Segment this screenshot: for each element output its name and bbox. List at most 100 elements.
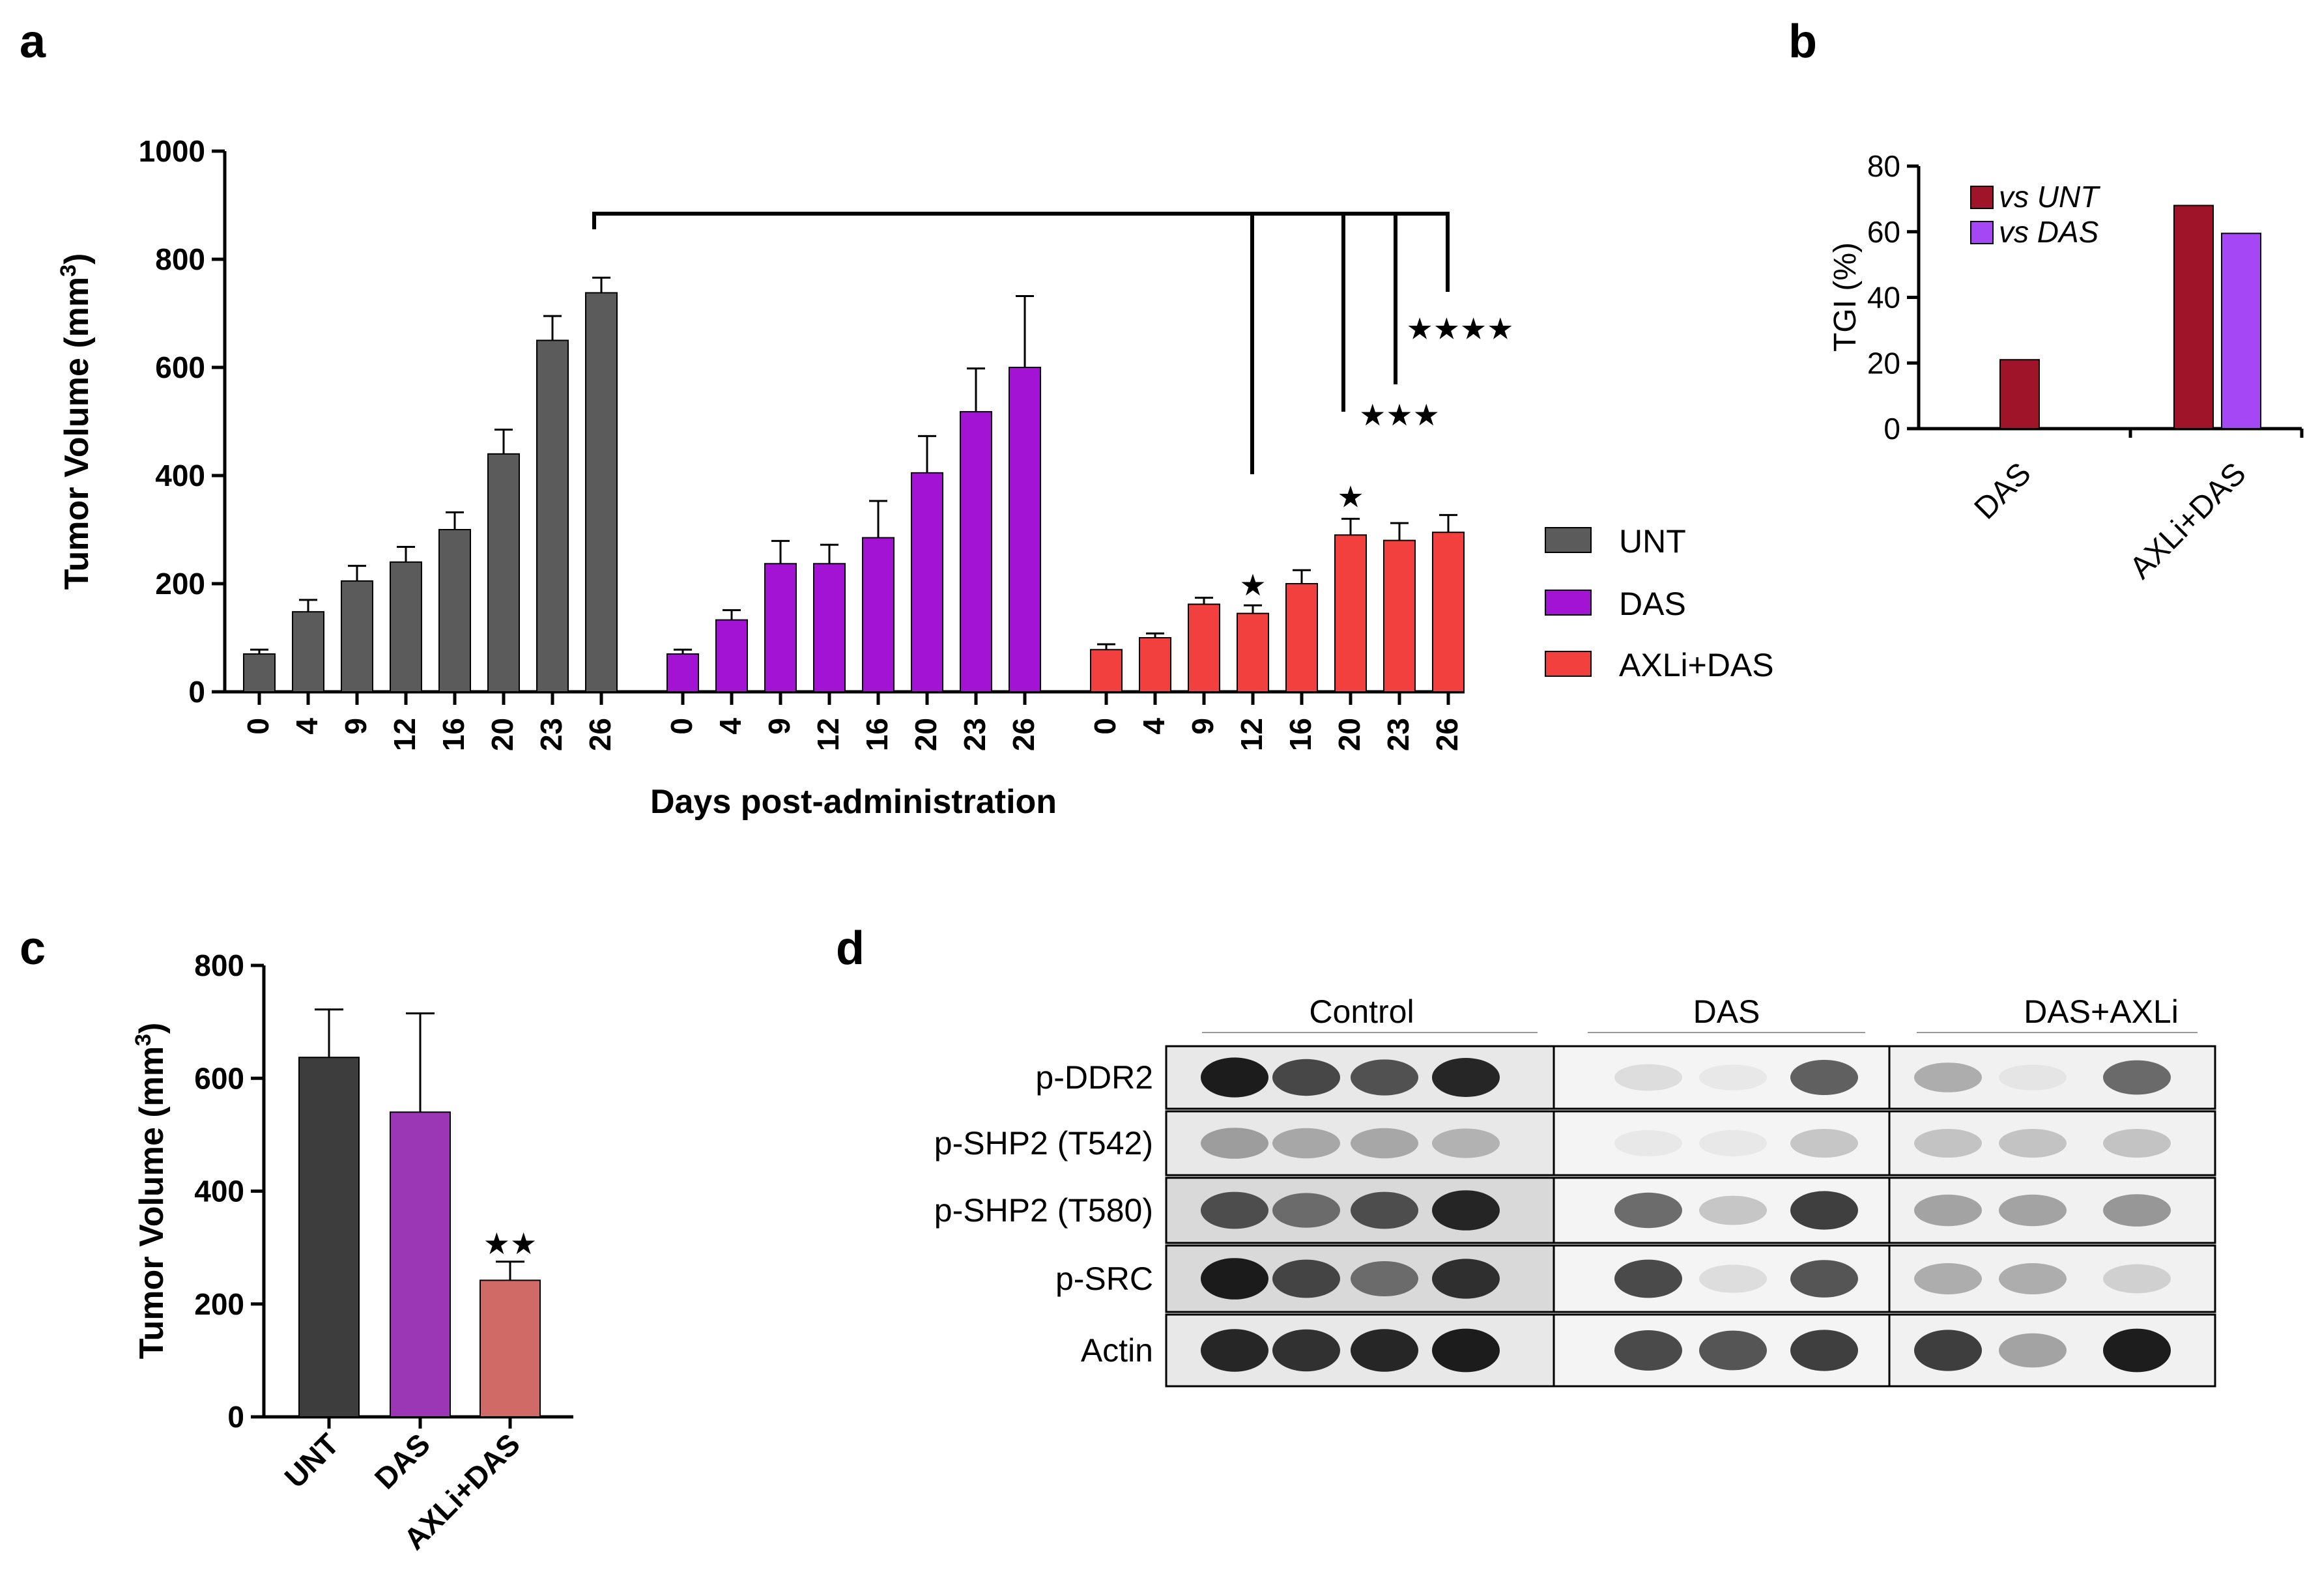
- blot-band-p-src-lane7: [1790, 1260, 1858, 1298]
- blot-band-p-shp2-t580-lane7: [1790, 1191, 1858, 1230]
- panel-a-y-title-text: Tumor Volume (mm: [58, 277, 96, 590]
- errorbar-das-day9: [771, 539, 790, 564]
- panel-b-y-tick-label-0: 0: [1883, 412, 1900, 446]
- blot-band-p-shp2-t580-lane4: [1432, 1190, 1500, 1231]
- panel-a-x-tick-label-das-4: 16: [860, 718, 894, 751]
- significance-day26: ★★★★: [1407, 311, 1514, 347]
- panel-a-y-title-sup: 3: [56, 264, 81, 277]
- significance-bracket: [592, 212, 1450, 292]
- panel-a-x-tick-label-axli-das-5: 20: [1332, 718, 1366, 751]
- blot-band-p-src-lane5: [1614, 1259, 1682, 1298]
- bar-axli-das-day20: [1334, 534, 1367, 692]
- legend-label-das: DAS: [1619, 586, 1686, 622]
- panel-b-y-tick-label-80: 80: [1867, 149, 1900, 183]
- significance-day12: ★: [1239, 567, 1266, 603]
- blot-band-p-src-lane1: [1201, 1258, 1268, 1300]
- errorbar-das-day26: [1016, 294, 1034, 367]
- blot-band-p-shp2-t580-lane1: [1201, 1191, 1268, 1229]
- panel-a-x-tick-label-das-1: 4: [713, 718, 747, 735]
- blot-strip-das-axli-p-src: [1888, 1244, 2216, 1313]
- blot-band-p-src-lane10: [2103, 1264, 2171, 1294]
- blot-band-p-shp2-t580-lane6: [1699, 1195, 1767, 1225]
- panel-label-a: a: [20, 16, 46, 68]
- blot-band-p-src-lane8: [1914, 1263, 1982, 1294]
- blot-row-label-p-shp2-t542: p-SHP2 (T542): [934, 1125, 1153, 1161]
- blot-band-p-shp2-t580-lane10: [2103, 1194, 2171, 1227]
- panel-a-y-tick-label-600: 600: [155, 350, 205, 384]
- errorbar-das-day0: [674, 648, 692, 654]
- errorbar-unt-day26: [592, 276, 610, 293]
- errorbar-das-day4: [723, 609, 741, 620]
- blot-band-p-ddr2-lane1: [1201, 1057, 1268, 1098]
- bar-das-day20: [911, 472, 943, 692]
- blot-band-p-shp2-t580-lane8: [1914, 1194, 1982, 1227]
- blot-band-actin-lane6: [1699, 1330, 1767, 1371]
- blot-band-actin-lane9: [1999, 1333, 2067, 1368]
- errorbar-unt-day4: [299, 599, 317, 612]
- errorbar-das-day23: [967, 367, 985, 412]
- panel-c-y-tick-label-800: 800: [194, 948, 244, 982]
- blot-strip-das-axli-p-shp2-t542: [1888, 1110, 2216, 1176]
- panel-a-x-title: Days post-administration: [650, 783, 1057, 821]
- bar-axli-das-day9: [1188, 603, 1220, 692]
- panel-a-x-tick-label-unt-0: 0: [241, 718, 275, 735]
- blot-band-p-shp2-t542-lane1: [1201, 1128, 1268, 1159]
- blot-band-actin-lane5: [1614, 1330, 1682, 1371]
- errorbar-axli-das-day4: [1146, 632, 1164, 638]
- bar-unt-day4: [292, 611, 324, 692]
- bar-das-day9: [764, 563, 797, 692]
- blot-band-p-src-lane3: [1351, 1261, 1418, 1296]
- blot-row-label-actin: Actin: [1081, 1332, 1153, 1369]
- bar-unt-day0: [243, 653, 276, 693]
- blot-band-p-shp2-t580-lane3: [1351, 1191, 1418, 1229]
- panel-b-y-tick-label-20: 20: [1867, 346, 1900, 380]
- blot-band-p-src-lane4: [1432, 1259, 1500, 1299]
- legend-label-vs-unt: vs UNT: [1999, 180, 2100, 214]
- panel-a-x-tick-label-unt-3: 12: [388, 718, 422, 751]
- errorbar-axli-das-day9: [1195, 597, 1213, 605]
- blot-band-p-shp2-t542-lane3: [1351, 1128, 1418, 1159]
- panel-a-x-tick-label-axli-das-4: 16: [1283, 718, 1317, 751]
- errorbar-das-day20: [918, 435, 936, 473]
- panel-d-western-blot: Control DAS DAS+AXLi p-DDR2 p-SHP2 (T542)…: [934, 993, 2216, 1388]
- bar-axli-das-day26: [1432, 532, 1465, 693]
- bar-tgi-vs-unt-axli-das: [2173, 205, 2214, 429]
- panel-a-y-tick-label-200: 200: [155, 567, 205, 601]
- errorbar-endpoint-axli-das: [496, 1261, 524, 1281]
- bar-das-day0: [666, 653, 699, 693]
- panel-a-x-tick-label-das-7: 26: [1007, 718, 1040, 751]
- legend-swatch-vs-unt: [1970, 186, 1994, 209]
- blot-band-p-shp2-t580-lane5: [1614, 1192, 1682, 1229]
- errorbar-unt-day0: [250, 648, 268, 654]
- panel-a-x-tick-label-unt-4: 16: [437, 718, 470, 751]
- blot-band-actin-lane3: [1351, 1329, 1418, 1372]
- bar-axli-das-day12: [1237, 612, 1269, 693]
- panel-b-y-tick-label-40: 40: [1867, 281, 1900, 315]
- bar-endpoint-das: [390, 1111, 451, 1418]
- bar-unt-day9: [341, 580, 373, 692]
- errorbar-endpoint-unt: [315, 1008, 343, 1058]
- panel-a-y-tick-label-800: 800: [155, 242, 205, 276]
- blot-band-p-shp2-t542-lane4: [1432, 1128, 1500, 1158]
- bar-das-day12: [813, 563, 846, 692]
- bar-unt-day12: [390, 561, 422, 692]
- blot-row-label-p-src: p-SRC: [1055, 1261, 1153, 1297]
- bar-endpoint-axli-das: [480, 1279, 541, 1418]
- blot-band-p-shp2-t542-lane7: [1790, 1129, 1858, 1158]
- errorbar-axli-das-day20: [1341, 517, 1360, 535]
- panel-a-y-tick-label-0: 0: [188, 675, 205, 709]
- panel-a-x-tick-label-unt-2: 9: [339, 718, 373, 735]
- panel-c-y-tick-label-200: 200: [194, 1287, 244, 1321]
- blot-band-p-src-lane9: [1999, 1263, 2067, 1294]
- blot-strip-das-p-shp2-t542: [1553, 1110, 1891, 1176]
- bar-das-day23: [960, 411, 992, 692]
- blot-band-p-ddr2-lane2: [1272, 1059, 1340, 1096]
- blot-band-actin-lane2: [1272, 1329, 1340, 1372]
- bar-das-day16: [862, 537, 895, 693]
- significance-endpoint-axli-das: ★★: [483, 1226, 537, 1261]
- panel-c-y-tick-label-400: 400: [194, 1175, 244, 1208]
- errorbar-axli-das-day26: [1439, 514, 1457, 533]
- blot-band-p-src-lane2: [1272, 1259, 1340, 1298]
- panel-a-x-tick-label-axli-das-1: 4: [1137, 718, 1171, 735]
